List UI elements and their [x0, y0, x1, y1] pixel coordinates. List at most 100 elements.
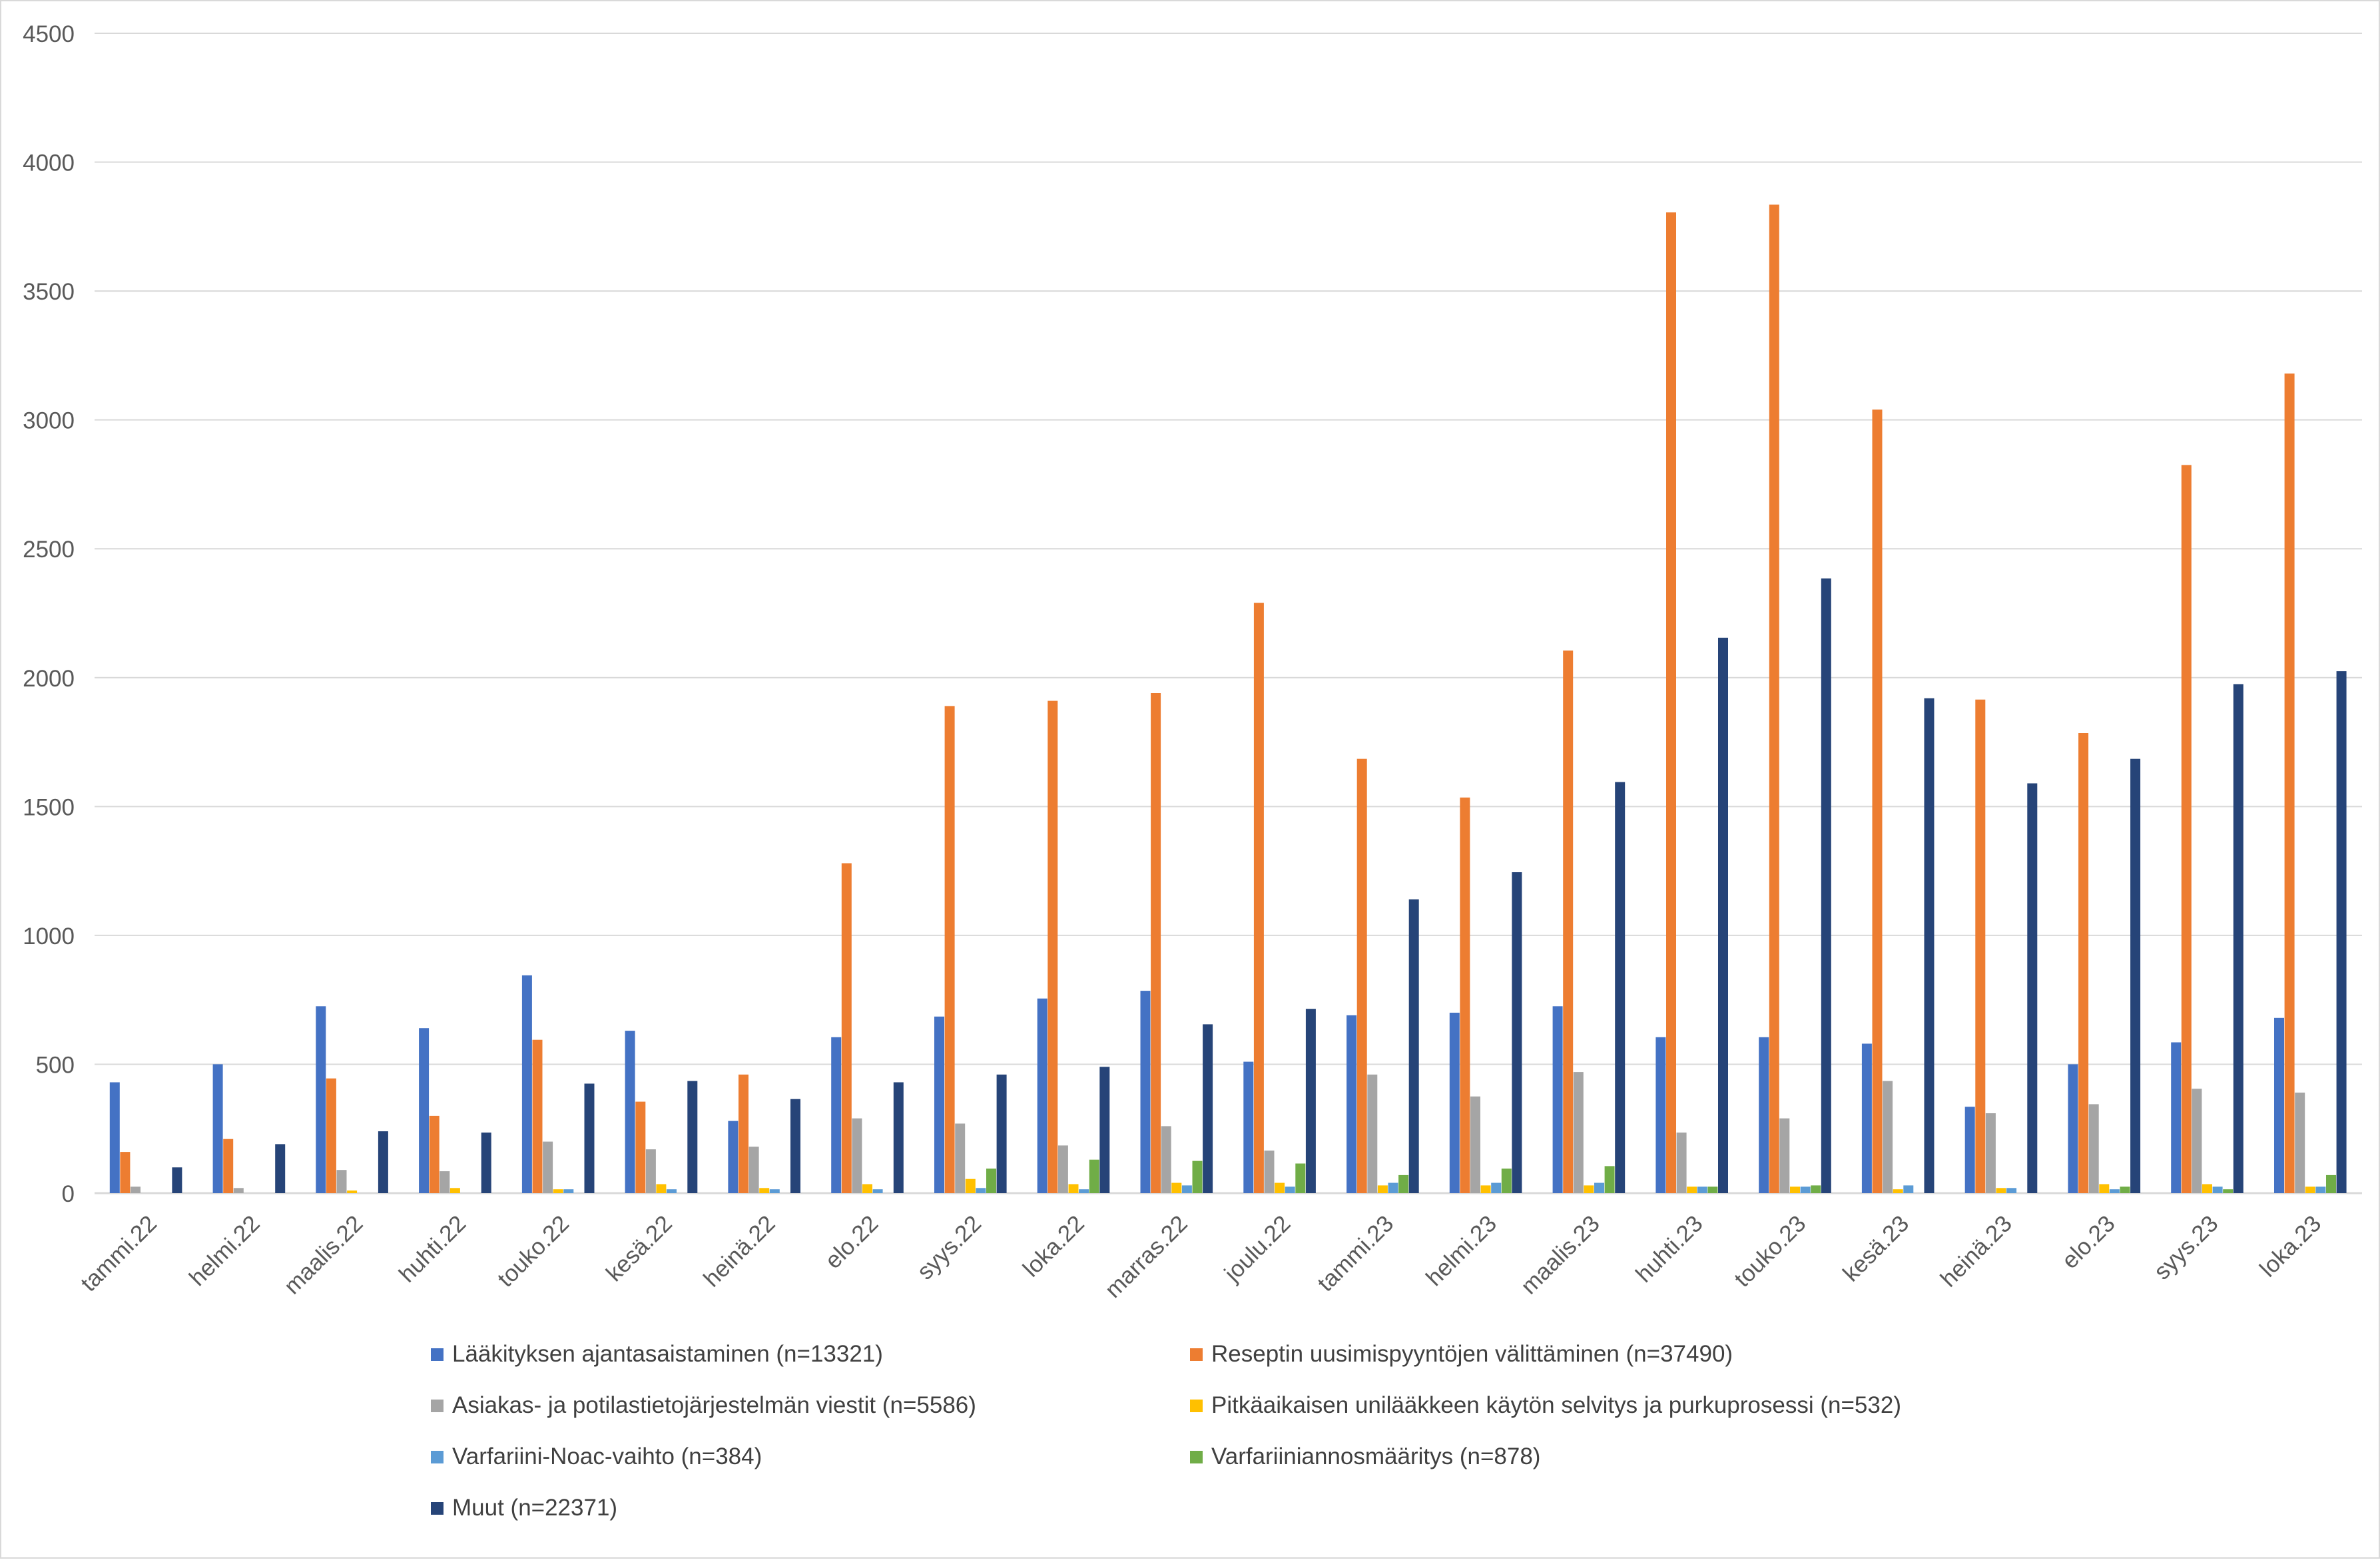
bar — [2192, 1089, 2202, 1193]
y-tick-label: 4000 — [23, 150, 75, 176]
bar — [1192, 1161, 1203, 1193]
bar — [2109, 1189, 2120, 1193]
bar — [429, 1115, 440, 1193]
bar — [1356, 758, 1367, 1193]
bar — [1666, 212, 1676, 1193]
y-tick-label: 2500 — [23, 537, 75, 563]
bar — [831, 1037, 842, 1193]
bar — [2120, 1186, 2130, 1193]
bar — [109, 1082, 120, 1193]
bar — [2315, 1186, 2326, 1193]
x-tick-label: loka.22 — [1018, 1210, 1089, 1282]
bar — [1295, 1163, 1306, 1193]
bar — [2088, 1104, 2099, 1193]
bar — [1151, 693, 1161, 1193]
bar — [1079, 1189, 1089, 1193]
bar — [1563, 650, 1574, 1193]
legend-swatch — [1190, 1399, 1203, 1412]
bar — [1470, 1096, 1480, 1193]
bar — [1408, 899, 1419, 1193]
bar — [1790, 1186, 1800, 1193]
legend-item: Reseptin uusimispyyntöjen välittäminen (… — [1190, 1341, 1733, 1368]
legend-item: Pitkäaikaisen unilääkkeen käytön selvity… — [1190, 1392, 1901, 1419]
x-tick-label: syys.22 — [912, 1210, 986, 1284]
x-tick-label: heinä.23 — [1935, 1210, 2017, 1292]
y-tick-label: 3500 — [23, 279, 75, 305]
bar — [1821, 578, 1831, 1193]
bar — [2099, 1184, 2110, 1193]
legend-label: Pitkäaikaisen unilääkkeen käytön selvity… — [1211, 1392, 1901, 1418]
bar — [893, 1082, 904, 1193]
bar — [1346, 1015, 1357, 1193]
bar — [656, 1184, 667, 1193]
bar — [2284, 374, 2295, 1193]
bar — [131, 1186, 141, 1193]
x-tick-label: kesä.23 — [1838, 1210, 1914, 1286]
bar — [223, 1139, 234, 1193]
bar — [521, 975, 532, 1193]
y-tick-label: 1500 — [23, 794, 75, 820]
bar — [1140, 991, 1151, 1193]
bar — [2078, 733, 2089, 1193]
bar — [1398, 1174, 1409, 1193]
bar — [1057, 1145, 1068, 1193]
bar — [944, 706, 955, 1193]
bar — [976, 1188, 986, 1193]
bar — [1449, 1013, 1460, 1193]
bar — [1047, 700, 1058, 1193]
bar — [1203, 1024, 1213, 1193]
bar — [2171, 1042, 2182, 1193]
bar — [440, 1171, 450, 1193]
bar — [378, 1131, 388, 1193]
legend-item: Asiakas- ja potilastietojärjestelmän vie… — [431, 1392, 976, 1419]
bar — [1759, 1037, 1769, 1193]
bar — [1604, 1166, 1615, 1193]
bar — [419, 1028, 430, 1193]
bar — [212, 1064, 223, 1193]
bar — [563, 1189, 574, 1193]
bar — [1707, 1186, 1718, 1193]
bar — [1512, 872, 1522, 1193]
legend-item: Lääkityksen ajantasaistaminen (n=13321) — [431, 1341, 883, 1368]
bar — [635, 1101, 646, 1193]
bar — [1718, 637, 1728, 1193]
bar — [2274, 1017, 2284, 1193]
bar — [852, 1118, 862, 1193]
legend-label: Muut (n=22371) — [452, 1495, 618, 1521]
bar — [2130, 758, 2141, 1193]
bar — [1552, 1006, 1563, 1193]
bar — [1099, 1067, 1110, 1193]
x-tick-label: loka.23 — [2255, 1210, 2326, 1282]
bar — [1480, 1185, 1491, 1193]
x-tick-label: helmi.23 — [1421, 1210, 1502, 1291]
x-axis-ticks: tammi.22 helmi.22 maalis.22 huhti.22 touko.2… — [76, 1210, 2327, 1303]
y-tick-label: 0 — [62, 1181, 75, 1207]
bar — [841, 863, 852, 1193]
bar — [1377, 1185, 1388, 1193]
bar — [316, 1006, 326, 1193]
bar — [1872, 409, 1883, 1194]
bar — [326, 1078, 336, 1193]
y-tick-label: 3000 — [23, 408, 75, 434]
bar — [1924, 698, 1934, 1193]
bar — [2006, 1188, 2017, 1193]
bar — [1367, 1074, 1378, 1193]
bar — [2295, 1093, 2305, 1193]
x-tick-label: heinä.22 — [699, 1210, 780, 1292]
bar — [667, 1189, 677, 1193]
bar — [2202, 1184, 2212, 1193]
bar — [1687, 1186, 1697, 1193]
bar — [1594, 1182, 1604, 1193]
legend-item: Varfariini-Noac-vaihto (n=384) — [431, 1443, 762, 1470]
bar — [2305, 1186, 2315, 1193]
bar — [1779, 1118, 1790, 1193]
legend-swatch — [431, 1399, 444, 1412]
bar — [872, 1189, 883, 1193]
bar — [336, 1170, 347, 1193]
legend-swatch — [431, 1501, 444, 1515]
x-tick-label: touko.23 — [1729, 1210, 1811, 1292]
legend-label: Reseptin uusimispyyntöjen välittäminen (… — [1211, 1341, 1733, 1367]
bar — [1460, 797, 1470, 1193]
bar — [1171, 1182, 1182, 1193]
bar — [1285, 1186, 1295, 1193]
